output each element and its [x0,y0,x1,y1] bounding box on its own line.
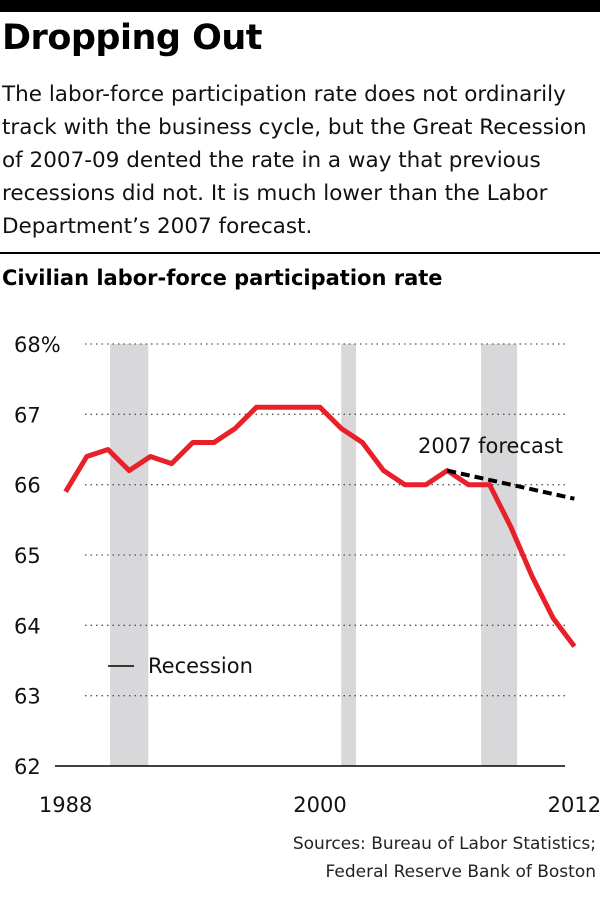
line-chart: 68% 67 66 65 64 63 62 1988 2000 2012 Recession 2… [14,333,600,817]
recession-band-1 [341,344,357,766]
y-tick-label: 67 [14,403,41,427]
legend: Recession [108,654,253,678]
chart-description: The labor-force participation rate does … [2,82,587,239]
annotations: 2007 forecast [418,434,563,458]
x-tick-label: 2012 [548,793,600,817]
participation-rate-line [63,404,577,648]
y-tick-label: 64 [14,614,41,638]
series-lines [63,404,577,648]
y-tick-label: 65 [14,544,41,568]
y-tick-label: 68% [14,333,61,357]
source-line-2: Federal Reserve Bank of Boston [325,862,596,882]
gridlines [55,343,565,767]
source-note: Sources: Bureau of Labor Statistics; Fed… [293,830,596,886]
forecast-line [446,468,575,501]
legend-recession-label: Recession [148,654,253,678]
source-line-1: Sources: Bureau of Labor Statistics; [292,834,596,854]
top-bar [0,0,600,12]
forecast-annotation: 2007 forecast [418,434,563,458]
page-title: Dropping Out [2,18,263,58]
x-tick-label: 1988 [39,793,92,817]
divider [0,252,600,254]
y-tick-label: 62 [14,755,41,779]
y-axis-labels: 68% 67 66 65 64 63 62 [14,333,61,779]
x-axis-labels: 1988 2000 2012 [39,793,600,817]
y-tick-label: 63 [14,685,41,709]
x-tick-label: 2000 [293,793,346,817]
y-tick-label: 66 [14,474,41,498]
chart-title: Civilian labor-force participation rate [2,266,443,290]
